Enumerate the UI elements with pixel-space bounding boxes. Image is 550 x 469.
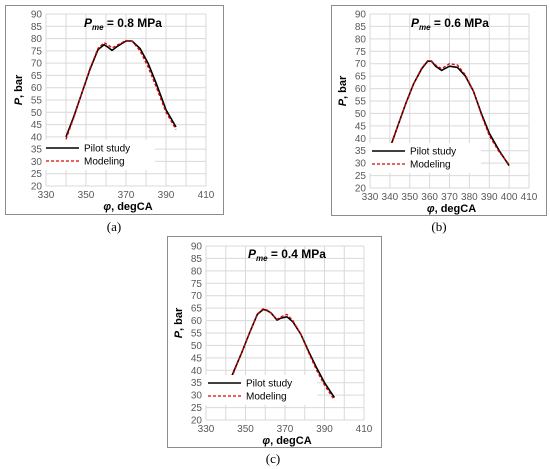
y-tick-label: 75 [191, 279, 203, 290]
chart-title: Pme = 0.6 MPa [411, 16, 489, 32]
x-tick-label: 390 [481, 192, 498, 203]
legend-label: Pilot study [84, 144, 130, 155]
y-tick-label: 80 [191, 266, 203, 277]
y-tick-label: 45 [31, 120, 43, 131]
legend: Pilot study Modeling [205, 375, 317, 405]
x-tick-label: 370 [441, 192, 458, 203]
y-tick-label: 30 [191, 391, 203, 402]
x-tick-label: 330 [198, 424, 215, 435]
y-tick-label: 80 [31, 34, 43, 45]
x-axis-label: φ, degCA [103, 201, 152, 213]
x-tick-label: 360 [421, 192, 438, 203]
x-tick-label: 330 [38, 190, 55, 201]
x-tick-label: 350 [78, 190, 95, 201]
series-line-pilot [65, 40, 177, 138]
y-tick-label: 45 [191, 353, 203, 364]
chart-title: Pme = 0.8 MPa [84, 16, 162, 32]
y-tick-label: 65 [191, 304, 203, 315]
y-tick-label: 55 [191, 329, 203, 340]
x-tick-label: 330 [362, 192, 379, 203]
y-tick-label: 85 [355, 22, 367, 33]
y-tick-label: 20 [191, 416, 203, 427]
y-tick-label: 90 [31, 10, 43, 21]
legend-label: Pilot study [410, 147, 456, 158]
y-tick-label: 60 [31, 83, 43, 94]
y-tick-label: 90 [355, 10, 367, 21]
y-axis-label: P, bar [173, 307, 185, 338]
y-axis-label: P, bar [337, 75, 349, 106]
y-tick-label: 65 [31, 71, 43, 82]
chart-panel-a: 20 25 30 35 40 45 50 55 60 65 70 75 80 85 90 330 350 370 3… [5, 5, 224, 215]
y-tick-label: 55 [31, 96, 43, 107]
x-tick-label: 370 [118, 190, 135, 201]
y-tick-label: 55 [355, 97, 367, 108]
x-tick-label: 410 [521, 192, 538, 203]
y-tick-label: 60 [355, 84, 367, 95]
legend-background [205, 375, 317, 405]
legend: Pilot study Modeling [43, 140, 155, 170]
x-tick-label: 350 [237, 424, 254, 435]
legend-background [369, 143, 481, 173]
series-line-modeling [65, 39, 177, 140]
legend-label: Modeling [84, 157, 125, 168]
y-tick-label: 35 [355, 146, 367, 157]
chart-panel-c: 20 25 30 35 40 45 50 55 60 65 70 75 80 85 90 330 350 370 3… [167, 236, 382, 448]
y-tick-label: 85 [31, 22, 43, 33]
caption-b: (b) [431, 219, 447, 234]
y-tick-label: 35 [31, 145, 43, 156]
x-tick-label: 410 [198, 190, 215, 201]
x-tick-label: 410 [356, 424, 373, 435]
x-axis-label: φ, degCA [262, 435, 311, 447]
y-axis-label: P, bar [13, 74, 25, 105]
x-tick-label: 400 [501, 192, 518, 203]
y-tick-label: 80 [355, 34, 367, 45]
y-tick-label: 90 [191, 242, 203, 253]
y-tick-label: 25 [191, 403, 203, 414]
y-tick-label: 25 [31, 169, 43, 180]
y-tick-label: 40 [191, 366, 203, 377]
chart-title: Pme = 0.4 MPa [248, 247, 326, 263]
x-tick-label: 390 [316, 424, 333, 435]
y-tick-label: 30 [31, 157, 43, 168]
legend: Pilot study Modeling [369, 143, 481, 173]
legend-background [43, 140, 155, 170]
legend-label: Modeling [410, 160, 451, 171]
y-tick-label: 45 [355, 121, 367, 132]
y-tick-label: 70 [191, 291, 203, 302]
x-tick-label: 340 [382, 192, 399, 203]
y-tick-label: 70 [31, 59, 43, 70]
y-tick-label: 40 [31, 132, 43, 143]
x-axis-label: φ, degCA [427, 203, 476, 215]
x-tick-label: 390 [158, 190, 175, 201]
y-tick-label: 35 [191, 378, 203, 389]
caption-c: (c) [265, 451, 281, 466]
y-tick-label: 20 [355, 184, 367, 195]
y-tick-label: 50 [191, 341, 203, 352]
y-tick-label: 75 [355, 47, 367, 58]
y-tick-label: 30 [355, 159, 367, 170]
y-tick-label: 65 [355, 72, 367, 83]
series-line-modeling [225, 307, 335, 401]
y-tick-label: 60 [191, 316, 203, 327]
y-tick-label: 20 [31, 182, 43, 193]
caption-a: (a) [106, 219, 122, 234]
x-tick-label: 380 [461, 192, 478, 203]
y-tick-label: 75 [31, 46, 43, 57]
legend-label: Modeling [246, 392, 287, 403]
series-line-modeling [389, 60, 510, 165]
x-tick-label: 370 [277, 424, 294, 435]
legend-label: Pilot study [246, 379, 292, 390]
x-tick-label: 350 [401, 192, 418, 203]
y-tick-label: 40 [355, 134, 367, 145]
y-tick-label: 70 [355, 59, 367, 70]
y-tick-label: 25 [355, 171, 367, 182]
y-tick-label: 50 [31, 108, 43, 119]
chart-panel-b: 20 25 30 35 40 45 50 55 60 65 70 75 80 85 90 330 340 350 3… [331, 5, 547, 216]
y-tick-label: 50 [355, 109, 367, 120]
y-tick-label: 85 [191, 254, 203, 265]
